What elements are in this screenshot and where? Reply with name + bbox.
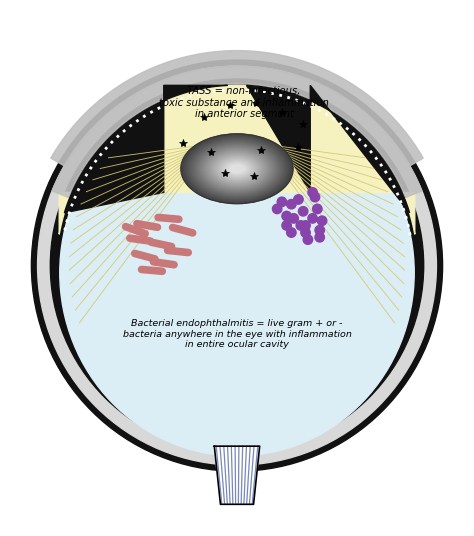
Ellipse shape [198, 145, 276, 193]
Ellipse shape [60, 90, 414, 456]
Circle shape [282, 211, 292, 221]
Ellipse shape [221, 160, 253, 178]
Ellipse shape [186, 137, 288, 200]
Circle shape [308, 214, 318, 223]
Ellipse shape [228, 164, 246, 174]
Ellipse shape [196, 144, 278, 194]
Circle shape [277, 197, 287, 206]
Ellipse shape [182, 134, 292, 204]
Ellipse shape [216, 157, 258, 181]
Ellipse shape [195, 143, 279, 195]
Polygon shape [246, 85, 410, 213]
Circle shape [37, 66, 437, 465]
Circle shape [289, 214, 299, 223]
Polygon shape [52, 66, 422, 197]
Polygon shape [64, 85, 228, 213]
Ellipse shape [219, 159, 255, 179]
Ellipse shape [229, 165, 245, 173]
Ellipse shape [191, 140, 283, 197]
Circle shape [301, 221, 310, 230]
Circle shape [310, 192, 319, 202]
Ellipse shape [226, 163, 248, 175]
Ellipse shape [185, 136, 289, 202]
Ellipse shape [208, 151, 266, 187]
Circle shape [273, 204, 282, 214]
Ellipse shape [223, 161, 251, 177]
Circle shape [296, 221, 306, 230]
Ellipse shape [205, 149, 269, 189]
Circle shape [299, 206, 308, 216]
Ellipse shape [190, 139, 284, 198]
Ellipse shape [206, 150, 268, 188]
Ellipse shape [201, 147, 273, 191]
Circle shape [287, 228, 296, 237]
Circle shape [301, 228, 310, 237]
Ellipse shape [203, 148, 271, 190]
Circle shape [282, 221, 292, 230]
Circle shape [294, 195, 303, 204]
Ellipse shape [188, 138, 286, 199]
Circle shape [315, 233, 324, 242]
Circle shape [287, 199, 296, 209]
Polygon shape [214, 446, 260, 504]
Ellipse shape [218, 158, 256, 180]
Polygon shape [59, 85, 415, 234]
Ellipse shape [210, 152, 264, 185]
Circle shape [318, 216, 327, 226]
Text: TASS = non-infectious,
toxic substance and inflammation
in anterior segment: TASS = non-infectious, toxic substance a… [159, 86, 329, 119]
Ellipse shape [215, 155, 259, 182]
Ellipse shape [193, 142, 281, 196]
Ellipse shape [200, 146, 274, 192]
Ellipse shape [213, 154, 261, 183]
Circle shape [31, 60, 443, 471]
Circle shape [313, 204, 322, 214]
Ellipse shape [211, 153, 263, 184]
Ellipse shape [225, 162, 249, 176]
Circle shape [303, 235, 313, 244]
Polygon shape [51, 50, 423, 166]
Circle shape [315, 226, 324, 235]
Ellipse shape [183, 135, 291, 203]
Circle shape [308, 188, 318, 197]
Text: Bacterial endophthalmitis = live gram + or -
bacteria anywhere in the eye with i: Bacterial endophthalmitis = live gram + … [123, 319, 351, 349]
Circle shape [50, 79, 424, 452]
